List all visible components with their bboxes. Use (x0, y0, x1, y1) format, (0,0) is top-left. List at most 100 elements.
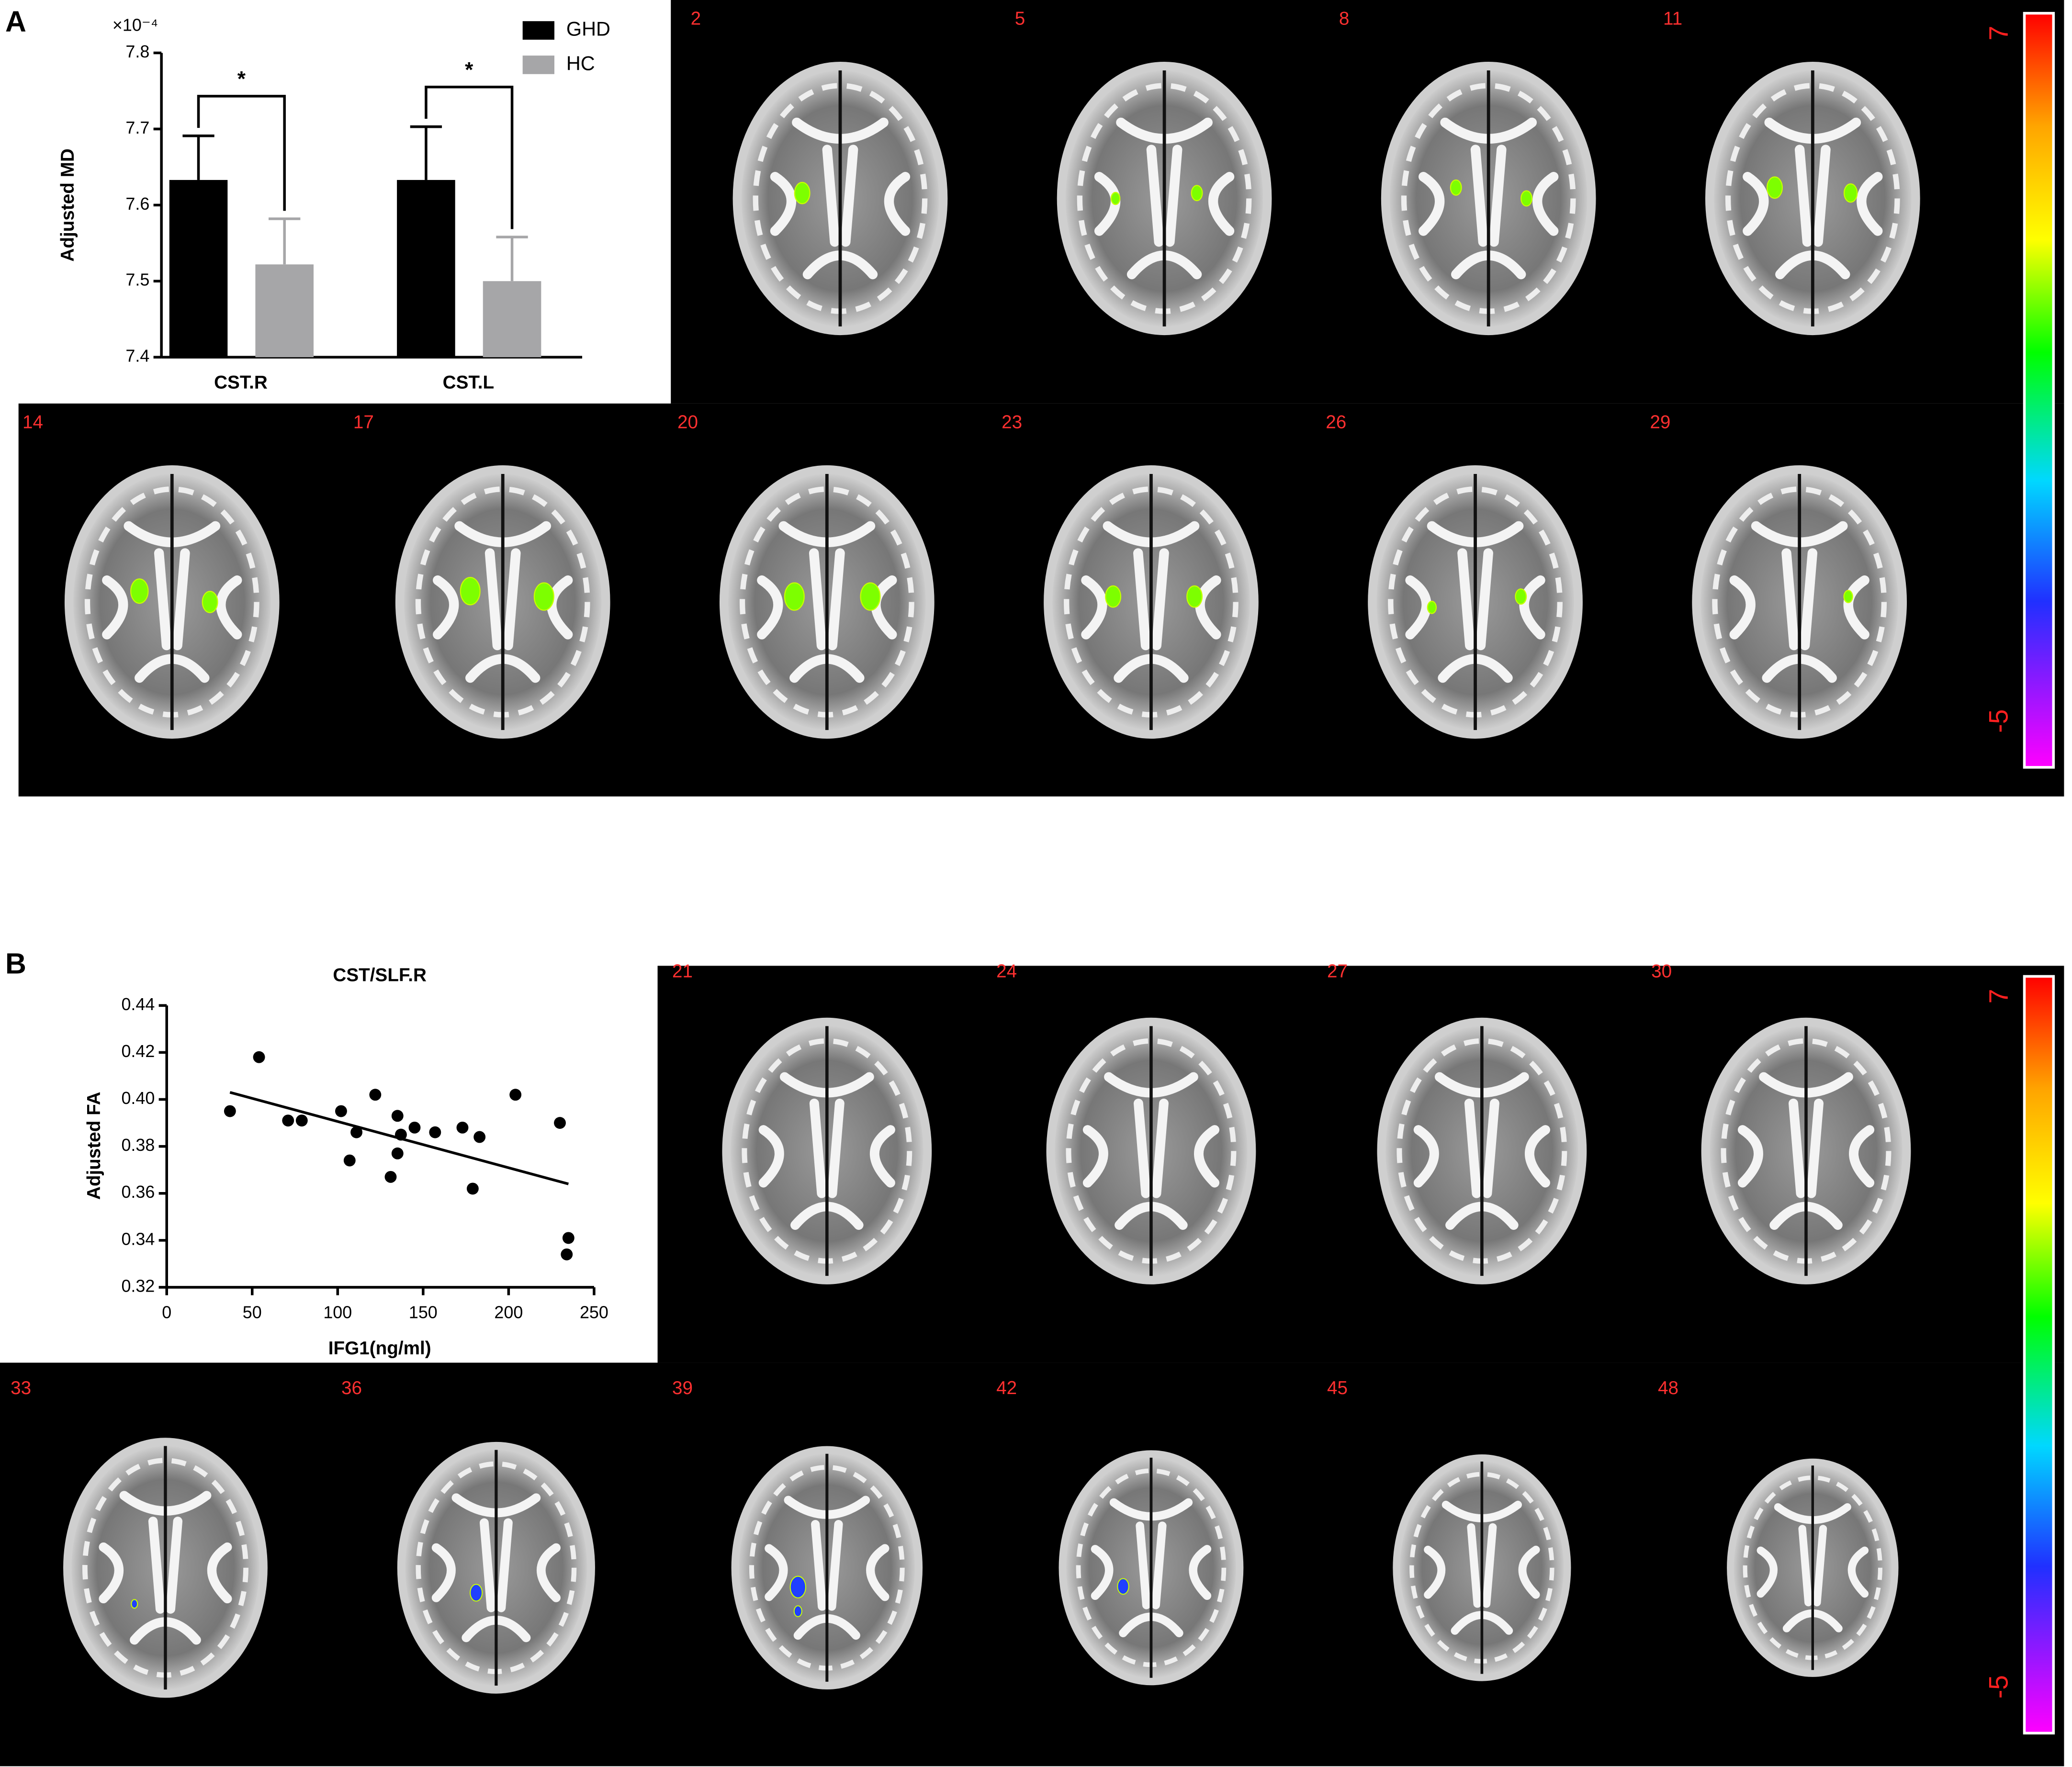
slice-label: 45 (1327, 1378, 1348, 1398)
bar (397, 180, 455, 358)
slice-label: 29 (1650, 412, 1670, 433)
scatter-point (554, 1117, 566, 1129)
colorbar (2023, 975, 2055, 1735)
slice-label: 21 (672, 961, 693, 981)
scatter-point (384, 1170, 397, 1183)
scatter-point (509, 1089, 522, 1101)
activation (1117, 1578, 1129, 1595)
y-tick-label: 7.8 (125, 42, 149, 61)
brain-slice (395, 465, 610, 739)
x-tick-label: 50 (243, 1303, 262, 1322)
brain-slice (1044, 465, 1259, 739)
activation (1843, 183, 1858, 203)
scatter-point (295, 1114, 308, 1127)
scatter-point (394, 1128, 407, 1141)
scatter-point (408, 1121, 421, 1134)
scatter-point (282, 1114, 294, 1127)
scatter-point (466, 1182, 479, 1195)
slice-label: 8 (1339, 9, 1350, 29)
activation (1766, 176, 1783, 199)
colorbar-min: -5 (1983, 709, 2013, 733)
slice-label: 48 (1658, 1378, 1678, 1398)
activation (1191, 185, 1203, 202)
activation (1450, 179, 1462, 196)
slice-label: 24 (996, 961, 1017, 981)
panel-label: A (5, 5, 26, 38)
brain-slice (1059, 1450, 1244, 1686)
scatter-point (456, 1121, 469, 1134)
bar (255, 264, 314, 358)
activation (130, 578, 149, 604)
error-bar (496, 236, 528, 281)
brain-slice (1368, 465, 1583, 739)
activation (860, 582, 881, 611)
scatter-point (391, 1147, 404, 1159)
brain-slice (1057, 62, 1272, 336)
brain-slice (731, 1446, 923, 1690)
image-panel (0, 1362, 2064, 1767)
legend-swatch (522, 56, 555, 74)
y-tick-label: 0.36 (121, 1182, 155, 1202)
error-bar (269, 217, 301, 265)
activation (789, 1576, 806, 1598)
scatter-point (350, 1126, 363, 1138)
brain-slice (722, 1017, 932, 1284)
y-tick-label: 0.38 (121, 1135, 155, 1155)
scatter-point (343, 1154, 356, 1167)
colorbar-min: -5 (1983, 1675, 2013, 1699)
brain-slice (732, 62, 948, 336)
y-tick-label: 7.7 (125, 118, 149, 137)
slice-label: 2 (691, 9, 701, 29)
activation (784, 582, 805, 611)
brain-slice (1381, 62, 1596, 336)
activation (794, 181, 811, 204)
y-tick-label: 7.5 (125, 270, 149, 290)
slice-label: 39 (672, 1378, 693, 1398)
y-tick-label: 0.34 (121, 1229, 155, 1249)
x-tick-label: 200 (494, 1303, 523, 1322)
brain-slice (719, 465, 935, 739)
activation (470, 1584, 483, 1602)
legend-label: HC (566, 52, 595, 74)
activation (793, 1605, 802, 1617)
chart-title: CST/SLF.R (333, 965, 427, 986)
y-tick-label: 0.44 (121, 994, 155, 1014)
slice-label: 26 (1326, 412, 1346, 433)
activation (1515, 588, 1527, 605)
brain-slice (1705, 62, 1920, 336)
activation (1110, 191, 1121, 205)
activation (1427, 600, 1437, 614)
slice-label: 23 (1002, 412, 1022, 433)
x-tick-label: CST.L (443, 372, 494, 393)
activation (1843, 590, 1853, 603)
colorbar (2023, 11, 2055, 769)
brain-slice (63, 1438, 268, 1698)
slice-label: 33 (11, 1378, 31, 1398)
y-tick-label: 0.42 (121, 1041, 155, 1061)
error-bar (410, 125, 442, 180)
slice-label: 5 (1015, 9, 1025, 29)
y-axis-label: Adjusted MD (57, 148, 78, 261)
x-tick-label: 0 (162, 1303, 171, 1322)
activation (533, 582, 554, 611)
brain-slice (1701, 1017, 1911, 1284)
x-axis-label: IFG1(ng/ml) (328, 1338, 431, 1359)
significance-marker: * (465, 58, 473, 81)
y-scale-label: ×10⁻⁴ (113, 15, 158, 35)
scatter-point (369, 1089, 382, 1101)
brain-slice (1046, 1017, 1256, 1284)
x-tick-label: 100 (323, 1303, 352, 1322)
brain-slice (1377, 1017, 1587, 1284)
scatter-point (561, 1248, 573, 1261)
scatter-point (224, 1105, 236, 1117)
y-tick-label: 0.40 (121, 1088, 155, 1108)
scatter-point (253, 1051, 265, 1063)
panel-label: B (5, 947, 26, 979)
significance-bracket (197, 95, 286, 211)
slice-label: 11 (1663, 9, 1682, 29)
activation (202, 591, 218, 613)
bar (169, 180, 228, 358)
x-tick-label: 250 (580, 1303, 608, 1322)
